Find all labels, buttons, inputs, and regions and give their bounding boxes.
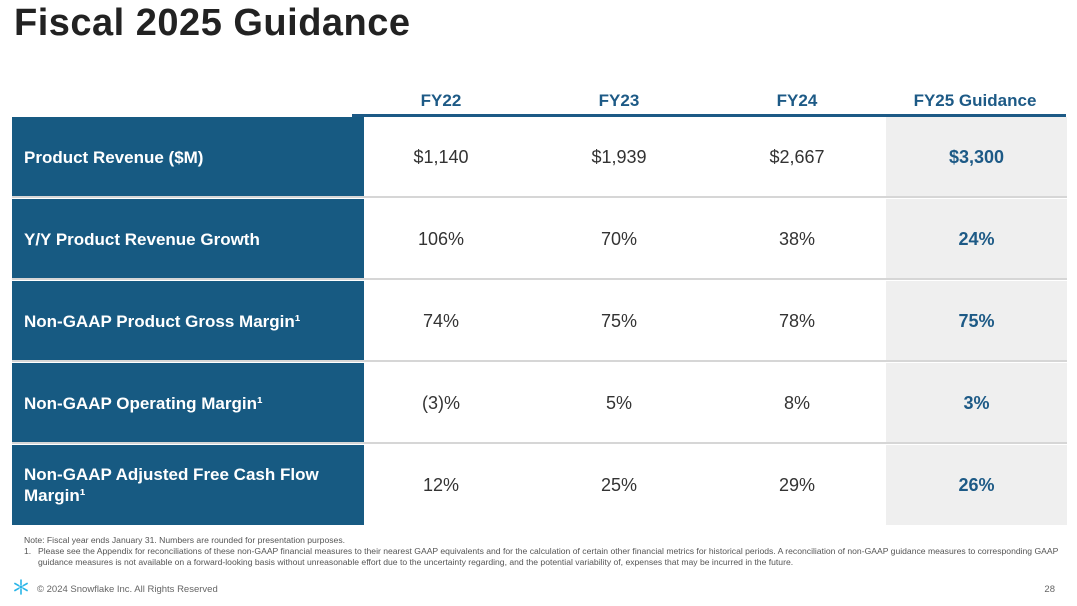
row-label: Product Revenue ($M) (12, 117, 364, 197)
row-label-text: Product Revenue ($M) (24, 147, 204, 167)
table-cell: 78% (778, 310, 816, 331)
row-label-text: Non-GAAP Product Gross Margin¹ (24, 311, 301, 331)
row-divider (12, 442, 1067, 444)
row-label: Y/Y Product Revenue Growth (12, 199, 364, 279)
row-divider (12, 196, 1067, 198)
column-header-fy22: FY22 (420, 91, 462, 110)
guidance-cell: $3,300 (886, 117, 1067, 197)
table-cell: 38% (778, 228, 816, 249)
footnote-1: 1. Please see the Appendix for reconcili… (24, 546, 1064, 568)
table-cell: 25% (600, 474, 638, 495)
snowflake-icon (14, 579, 28, 595)
page-title: Fiscal 2025 Guidance (14, 2, 411, 44)
row-label: Non-GAAP Adjusted Free Cash Flow Margin¹ (12, 445, 364, 525)
footnote-number: 1. (24, 546, 32, 556)
table-row: Product Revenue ($M) $1,140 $1,939 $2,66… (12, 117, 1067, 198)
table-row: Non-GAAP Operating Margin¹ (3)% 5% 8% 3% (12, 363, 1067, 444)
row-label-text: Y/Y Product Revenue Growth (24, 229, 260, 249)
table-cell: 29% (778, 474, 816, 495)
table-cell: (3)% (421, 392, 460, 413)
row-label: Non-GAAP Product Gross Margin¹ (12, 281, 364, 361)
row-label: Non-GAAP Operating Margin¹ (12, 363, 364, 443)
guidance-cell: 26% (886, 445, 1067, 525)
row-label-text: Non-GAAP Operating Margin¹ (24, 393, 263, 413)
table-cell: 8% (783, 392, 810, 413)
table-cell: $1,140 (413, 146, 469, 167)
table-row: Non-GAAP Product Gross Margin¹ 74% 75% 7… (12, 281, 1067, 362)
header-rule (352, 114, 1066, 117)
table-cell: 70% (600, 228, 638, 249)
copyright-text: © 2024 Snowflake Inc. All Rights Reserve… (37, 584, 218, 595)
page-number: 28 (1044, 584, 1055, 595)
table-cell: 106% (417, 228, 465, 249)
table-cell: 75% (600, 310, 638, 331)
table-row: Y/Y Product Revenue Growth 106% 70% 38% … (12, 199, 1067, 280)
guidance-table: Product Revenue ($M) $1,140 $1,939 $2,66… (12, 117, 1067, 525)
table-row: Non-GAAP Adjusted Free Cash Flow Margin¹… (12, 445, 1067, 526)
column-header-fy24: FY24 (776, 91, 818, 110)
column-header-fy23: FY23 (598, 91, 640, 110)
footnote-text: Please see the Appendix for reconciliati… (38, 546, 1059, 567)
fiscal-year-note: Note: Fiscal year ends January 31. Numbe… (24, 535, 346, 545)
table-cell: 12% (422, 474, 460, 495)
table-cell: $1,939 (591, 146, 647, 167)
row-divider (12, 278, 1067, 280)
table-cell: 74% (422, 310, 460, 331)
guidance-cell: 3% (886, 363, 1067, 443)
row-label-text: Non-GAAP Adjusted Free Cash Flow Margin¹ (24, 465, 319, 505)
column-header-fy25-guidance: FY25 Guidance (913, 91, 1037, 110)
guidance-cell: 75% (886, 281, 1067, 361)
guidance-cell: 24% (886, 199, 1067, 279)
footnotes: Note: Fiscal year ends January 31. Numbe… (24, 535, 1064, 568)
row-divider (12, 360, 1067, 362)
table-cell: $2,667 (769, 146, 825, 167)
table-cell: 5% (605, 392, 632, 413)
